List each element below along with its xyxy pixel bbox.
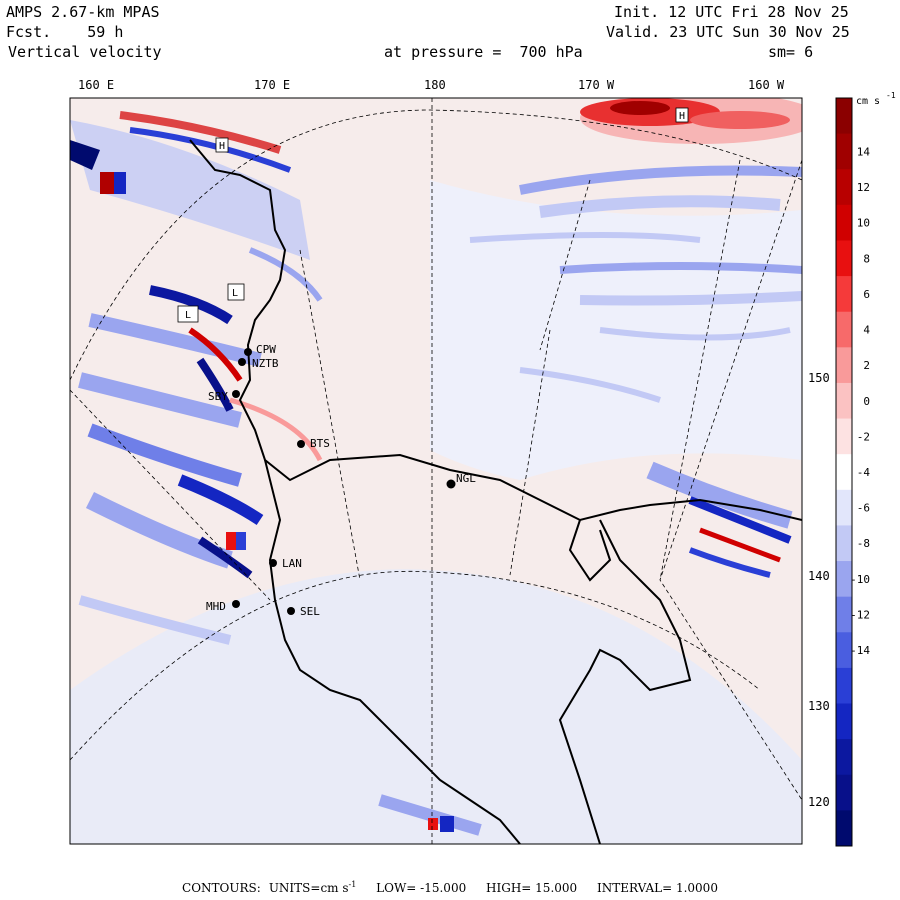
colorbar-swatch — [836, 382, 852, 420]
footer-units-label: UNITS=cm s — [268, 881, 349, 895]
station-dot-lan — [269, 559, 277, 567]
station-dot-ngl — [446, 479, 456, 489]
colorbar-units: cm s -1 — [856, 91, 896, 107]
station-markers — [232, 348, 456, 615]
station-label-mhd: MHD — [206, 600, 226, 613]
lon-label-170w: 170 W — [578, 78, 615, 92]
low-marker-1: L — [232, 288, 238, 299]
footer-low: LOW= -15.000 — [376, 881, 467, 895]
colorbar-tick-label: 12 — [857, 181, 870, 194]
colorbar-tick-label: -6 — [857, 502, 870, 515]
colorbar-swatch — [836, 240, 852, 277]
station-dot-sel — [287, 607, 295, 615]
colorbar-tick-label: 14 — [857, 145, 871, 158]
footer-contours: CONTOURS: — [182, 881, 261, 895]
colorbar-swatch — [836, 525, 852, 562]
colorbar-swatch — [836, 667, 852, 705]
station-label-bts: BTS — [310, 437, 330, 450]
colorbar-swatch — [836, 632, 852, 669]
colorbar-swatch — [836, 561, 852, 598]
colorbar-tick-label: 6 — [863, 288, 870, 301]
footer-interval: INTERVAL= 1.0000 — [597, 881, 718, 895]
lon-label-160e: 160 E — [78, 78, 115, 92]
forecast-hour: Fcst. 59 h — [6, 23, 124, 41]
top-right-waves — [469, 98, 802, 341]
low-marker-2: L — [185, 310, 191, 321]
transantarctic-waves — [70, 111, 323, 645]
colorbar-swatch — [836, 204, 852, 241]
colorbar-tick-label: 2 — [863, 359, 870, 372]
smoothing-value: sm= 6 — [768, 43, 814, 61]
coastline — [189, 139, 802, 844]
colorbar-swatch — [836, 489, 852, 526]
colorbar — [835, 97, 853, 847]
colorbar-swatch — [836, 774, 852, 811]
model-title: AMPS 2.67-km MPAS — [6, 3, 160, 21]
station-label-nztb: NZTB — [252, 357, 279, 370]
colorbar-swatch — [836, 169, 852, 206]
station-labels: CPW NZTB BTS NGL LAN SEL MHD SBY — [206, 343, 476, 618]
colorbar-swatch — [836, 703, 852, 740]
colorbar-tick-label: -2 — [857, 430, 870, 443]
colorbar-tick-label: -12 — [850, 608, 870, 621]
colorbar-tick-label: 8 — [863, 252, 870, 265]
bottom-waves — [378, 794, 482, 836]
station-dot-bts — [297, 440, 305, 448]
init-time: Init. 12 UTC Fri 28 Nov 25 — [614, 3, 849, 21]
field-name: Vertical velocity — [8, 43, 162, 61]
station-dot-sby — [232, 390, 240, 398]
graticule — [70, 98, 802, 844]
map-frame — [69, 97, 803, 845]
colorbar-frame — [835, 97, 853, 847]
station-label-sby: SBY — [208, 390, 228, 403]
colorbar-swatch — [836, 810, 852, 847]
colorbar-tick-label: -8 — [857, 537, 870, 550]
colorbar-tick-label: -14 — [850, 644, 870, 657]
colorbar-tick-labels: 14 12 10 8 6 4 2 0 -2 -4 -6 -8 -10 -12 -14 — [850, 145, 870, 657]
station-label-sel: SEL — [300, 605, 320, 618]
colorbar-units-label: cm s — [856, 96, 880, 107]
colorbar-swatch — [836, 133, 852, 170]
station-dot-cpw — [244, 348, 252, 356]
colorbar-swatch — [836, 418, 852, 455]
footer-high: HIGH= 15.000 — [486, 881, 578, 895]
high-marker-2: H — [679, 111, 685, 122]
colorbar-swatch — [836, 739, 852, 776]
lon-label-160w: 160 W — [748, 78, 785, 92]
ice-sheet-shading — [70, 569, 802, 844]
colorbar-swatch — [836, 98, 852, 135]
right-side-waves — [519, 367, 793, 578]
colorbar-units-exponent: -1 — [886, 91, 896, 100]
colorbar-tick-label: -4 — [857, 466, 871, 479]
lon-label-170e: 170 E — [254, 78, 291, 92]
station-dot-nztb — [238, 358, 246, 366]
colorbar-swatch — [836, 454, 852, 491]
valid-time: Valid. 23 UTC Sun 30 Nov 25 — [606, 23, 850, 41]
colorbar-swatch — [836, 311, 852, 348]
lon-label-180: 180 — [424, 78, 446, 92]
map-plot-area — [70, 98, 802, 844]
colorbar-tick-label: 10 — [857, 217, 870, 230]
colorbar-swatch — [836, 596, 852, 633]
colorbar-swatch — [836, 276, 852, 313]
station-label-lan: LAN — [282, 557, 302, 570]
colorbar-swatch — [836, 347, 852, 384]
footer-units: UNITS=cm s-1 — [268, 880, 357, 895]
footer-units-exponent: -1 — [348, 880, 357, 889]
colorbar-tick-label: 4 — [863, 324, 870, 337]
footer: CONTOURS: UNITS=cm s-1 LOW= -15.000 HIGH=… — [0, 880, 900, 895]
station-label-cpw: CPW — [256, 343, 276, 356]
colorbar-tick-label: -10 — [850, 573, 870, 586]
colorbar-tick-label: 0 — [863, 395, 870, 408]
high-marker-1: H — [219, 141, 225, 152]
extrema-markers: H L L H — [177, 107, 689, 323]
station-dot-mhd — [232, 600, 240, 608]
pressure-level: at pressure = 700 hPa — [384, 43, 583, 61]
station-label-ngl: NGL — [456, 472, 476, 485]
